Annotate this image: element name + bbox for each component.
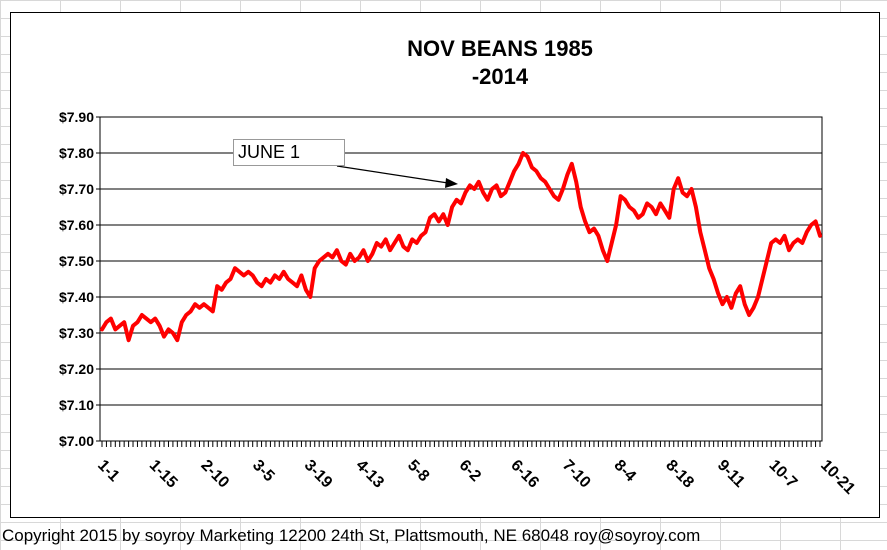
y-tick-label: $7.20 [59,361,94,377]
plot-area [100,117,822,441]
y-tick-label: $7.40 [59,289,94,305]
x-tick-label: 6-2 [456,457,484,485]
x-tick-label: 4-13 [352,457,387,492]
x-tick-label: 3-19 [301,457,336,492]
y-tick-label: $7.30 [59,325,94,341]
y-tick-label: $7.10 [59,397,94,413]
x-tick-label: 1-1 [94,457,122,485]
x-tick-label: 7-10 [559,457,594,492]
x-tick-label: 3-5 [249,457,277,485]
x-tick-label: 6-16 [507,457,542,492]
copyright-text: Copyright 2015 by soyroy Marketing 12200… [2,526,701,545]
x-tick-label: 2-10 [197,457,232,492]
x-tick-label: 10-21 [817,457,858,498]
annotation-arrow-line [336,165,449,184]
x-tick-label: 8-18 [662,457,697,492]
x-tick-label: 9-11 [714,457,748,491]
y-tick-label: $7.90 [59,109,94,125]
chart-title-line-2: -2014 [471,64,529,89]
chart-title-line-1: NOV BEANS 1985 [407,36,593,61]
x-tick-label: 8-4 [611,457,639,485]
y-tick-label: $7.70 [59,181,94,197]
y-tick-label: $7.00 [59,433,94,449]
x-tick-label: 10-7 [766,457,801,492]
y-tick-label: $7.50 [59,253,94,269]
x-tick-label: 5-8 [404,457,432,485]
y-tick-label: $7.80 [59,145,94,161]
series-line-nov-beans [100,151,822,343]
x-tick-label: 1-15 [146,457,181,492]
annotation-arrow-head [445,178,458,188]
y-tick-label: $7.60 [59,217,94,233]
annotation-june-1: JUNE 1 [233,139,345,166]
